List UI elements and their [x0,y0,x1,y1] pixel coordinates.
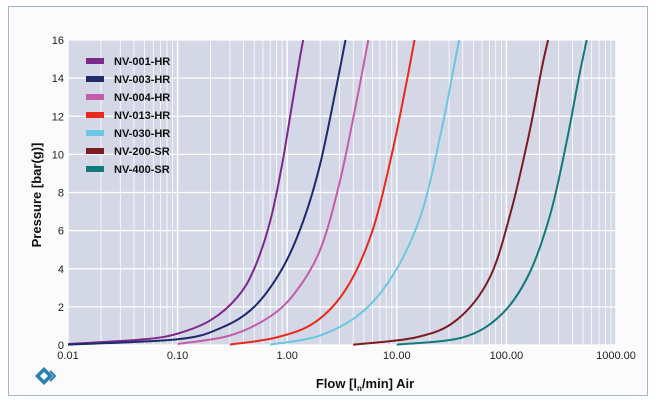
x-tick-label: 1.00 [276,350,297,362]
y-tick-label: 2 [58,302,64,314]
x-tick-label: 100.00 [490,350,524,362]
y-axis-ticks: 0 2 4 6 8 10 12 14 16 [52,35,64,352]
x-tick-label: 0.10 [167,350,188,362]
legend-label: NV-004-HR [114,92,170,104]
y-tick-label: 8 [58,188,64,200]
y-tick-label: 14 [52,73,64,85]
legend-label: NV-001-HR [114,56,170,68]
legend-swatch [86,58,104,64]
series-lines [67,39,588,346]
legend-label: NV-200-SR [114,146,170,158]
y-tick-label: 10 [52,149,64,161]
y-tick-label: 6 [58,226,64,238]
legend-label: NV-013-HR [114,110,170,122]
y-tick-label: 4 [58,264,64,276]
x-tick-label: 0.01 [57,350,78,362]
series-line-nv-400-sr [396,39,588,346]
y-tick-label: 16 [52,35,64,47]
x-axis-ticks: 0.01 0.10 1.00 10.00 100.00 1000.00 [57,350,636,362]
series-line-nv-030-hr [270,39,461,346]
y-tick-label: 0 [58,340,64,352]
series-line-nv-004-hr [177,39,370,345]
company-logo-icon [35,367,57,385]
legend: NV-001-HR NV-003-HR NV-004-HR NV-013-HR NV-0… [86,56,170,176]
series-line-nv-013-hr [229,39,416,346]
x-axis-title: Flow [ln/min] Air [316,376,414,393]
legend-swatch [86,112,104,118]
series-line-nv-200-sr [353,39,550,346]
y-axis-title: Pressure [bar(g)] [29,143,44,248]
legend-swatch [86,76,104,82]
x-tick-label: 10.00 [383,350,411,362]
legend-label: NV-030-HR [114,128,170,140]
legend-swatch [86,166,104,172]
series-line-nv-003-hr [67,39,347,346]
legend-swatch [86,94,104,100]
x-tick-label: 1000.00 [596,350,636,362]
legend-label: NV-003-HR [114,74,170,86]
series-line-nv-001-hr [67,39,305,345]
grid-major [67,39,617,346]
legend-label: NV-400-SR [114,164,170,176]
y-tick-label: 12 [52,111,64,123]
legend-swatch [86,130,104,136]
legend-swatch [86,148,104,154]
